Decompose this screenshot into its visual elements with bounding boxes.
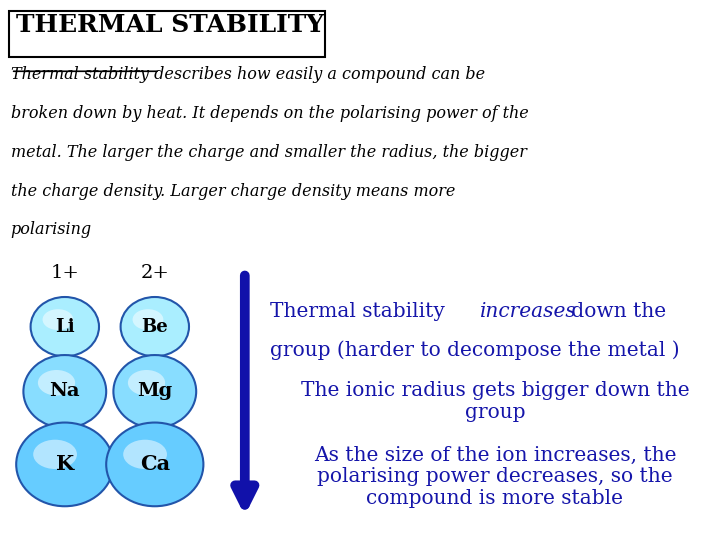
Text: polarising: polarising (11, 221, 92, 238)
Ellipse shape (132, 309, 163, 330)
Ellipse shape (16, 422, 114, 507)
Ellipse shape (107, 422, 204, 507)
Text: Na: Na (50, 382, 80, 401)
Text: Be: Be (141, 318, 168, 336)
Text: group (harder to decompose the metal ): group (harder to decompose the metal ) (270, 340, 680, 360)
Ellipse shape (38, 370, 75, 395)
Ellipse shape (114, 355, 196, 428)
Text: As the size of the ion increases, the
polarising power decreases, so the
compoun: As the size of the ion increases, the po… (314, 446, 676, 509)
Text: Li: Li (55, 318, 75, 336)
Text: The ionic radius gets bigger down the
group: The ionic radius gets bigger down the gr… (301, 381, 689, 422)
Text: K: K (55, 454, 74, 475)
Ellipse shape (42, 309, 73, 330)
Text: metal. The larger the charge and smaller the radius, the bigger: metal. The larger the charge and smaller… (11, 144, 526, 160)
Text: THERMAL STABILITY: THERMAL STABILITY (16, 14, 324, 37)
Text: Thermal stability describes how easily a compound can be: Thermal stability describes how easily a… (11, 66, 485, 83)
Text: 2+: 2+ (140, 264, 169, 282)
Text: the charge density. Larger charge density means more: the charge density. Larger charge densit… (11, 183, 455, 199)
FancyBboxPatch shape (9, 11, 325, 57)
Text: broken down by heat. It depends on the polarising power of the: broken down by heat. It depends on the p… (11, 105, 528, 122)
Ellipse shape (23, 355, 107, 428)
Text: Mg: Mg (138, 382, 172, 401)
Ellipse shape (128, 370, 165, 395)
Text: Thermal stability: Thermal stability (270, 302, 451, 321)
Ellipse shape (123, 440, 167, 469)
Ellipse shape (121, 297, 189, 356)
Text: Ca: Ca (140, 454, 170, 475)
Ellipse shape (30, 297, 99, 356)
Text: 1+: 1+ (50, 264, 79, 282)
Text: down the: down the (565, 302, 666, 321)
Ellipse shape (33, 440, 77, 469)
Text: increases: increases (480, 302, 577, 321)
